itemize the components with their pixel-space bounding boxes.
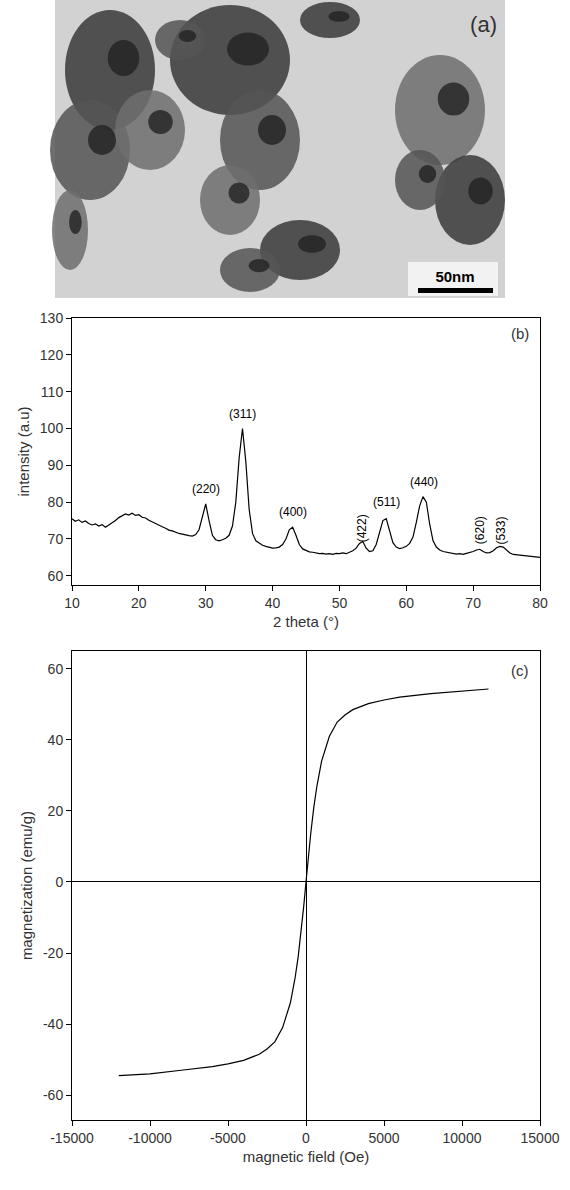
svg-text:100: 100: [40, 420, 64, 436]
svg-text:130: 130: [40, 310, 64, 326]
svg-text:0: 0: [302, 1130, 310, 1146]
svg-text:-40: -40: [43, 1016, 63, 1032]
svg-text:120: 120: [40, 347, 64, 363]
svg-text:10000: 10000: [443, 1130, 482, 1146]
svg-text:(533): (533): [494, 517, 508, 545]
svg-text:-20: -20: [43, 945, 63, 961]
svg-text:(311): (311): [229, 407, 256, 421]
svg-text:2 theta (°): 2 theta (°): [273, 613, 339, 630]
svg-text:5000: 5000: [368, 1130, 399, 1146]
svg-text:(400): (400): [279, 505, 307, 519]
svg-text:30: 30: [198, 595, 214, 611]
svg-text:intensity (a.u): intensity (a.u): [15, 406, 32, 496]
svg-text:60: 60: [399, 595, 415, 611]
svg-text:50: 50: [332, 595, 348, 611]
svg-text:(220): (220): [192, 482, 220, 496]
svg-text:40: 40: [48, 732, 64, 748]
svg-text:(c): (c): [511, 662, 529, 679]
svg-text:-60: -60: [43, 1087, 63, 1103]
svg-text:20: 20: [48, 803, 64, 819]
svg-text:50nm: 50nm: [435, 268, 474, 285]
svg-text:90: 90: [48, 457, 64, 473]
svg-text:20: 20: [131, 595, 147, 611]
svg-text:(a): (a): [470, 12, 497, 37]
svg-text:magnetic field (Oe): magnetic field (Oe): [243, 1148, 370, 1165]
svg-text:-5000: -5000: [210, 1130, 246, 1146]
svg-text:15000: 15000: [521, 1130, 560, 1146]
svg-text:60: 60: [48, 568, 64, 584]
svg-text:80: 80: [48, 494, 64, 510]
svg-text:80: 80: [532, 595, 548, 611]
svg-text:70: 70: [48, 531, 64, 547]
svg-text:(440): (440): [410, 475, 438, 489]
svg-text:40: 40: [265, 595, 281, 611]
svg-text:(511): (511): [373, 495, 400, 509]
svg-text:(422): (422): [355, 514, 369, 542]
svg-text:60: 60: [48, 661, 64, 677]
svg-text:0: 0: [55, 874, 63, 890]
svg-text:-10000: -10000: [128, 1130, 172, 1146]
svg-text:(b): (b): [511, 325, 529, 342]
svg-text:(620): (620): [473, 516, 487, 544]
svg-text:magnetization (emu/g): magnetization (emu/g): [18, 811, 35, 960]
svg-text:-15000: -15000: [50, 1130, 94, 1146]
svg-text:10: 10: [64, 595, 80, 611]
svg-text:70: 70: [465, 595, 481, 611]
svg-text:110: 110: [41, 384, 64, 400]
